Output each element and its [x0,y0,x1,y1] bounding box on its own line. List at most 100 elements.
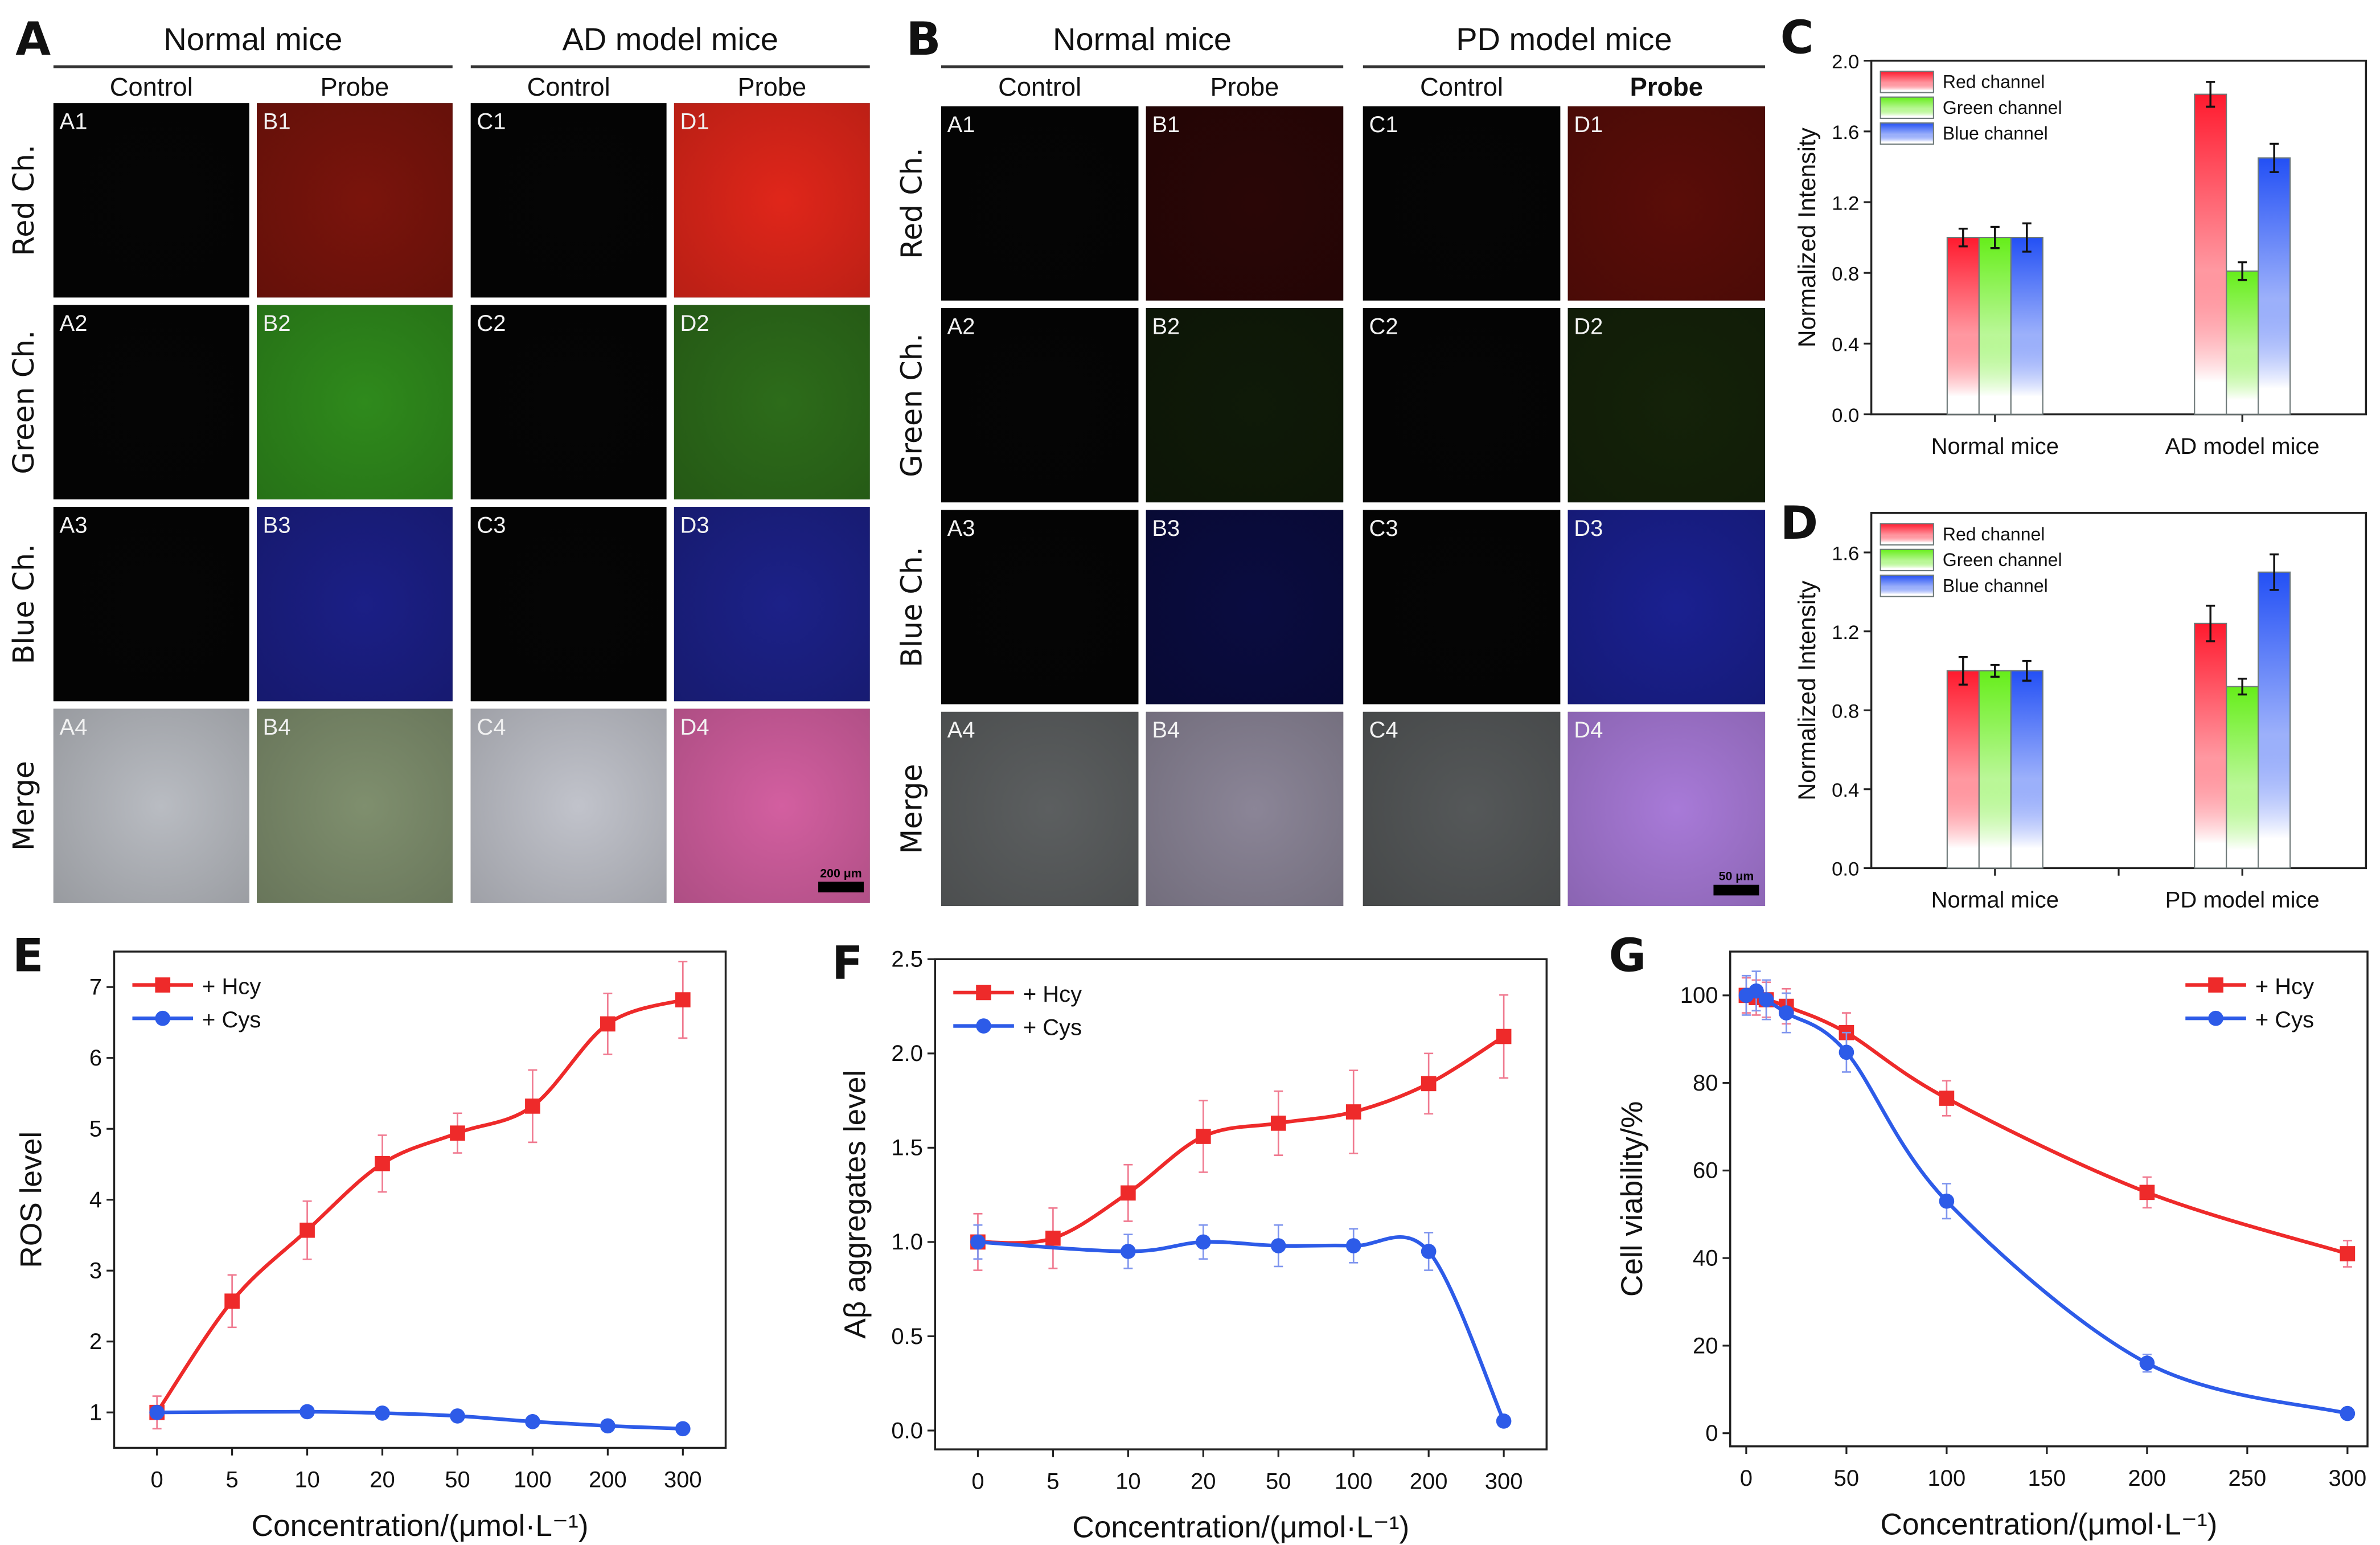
series-line-hcy [1746,993,2348,1256]
microscopy-image-d4 [674,708,870,903]
data-point-cys [1839,1044,1854,1060]
column-title-probe: Probe [1210,72,1279,101]
bar-blue-channel [2258,571,2291,869]
y-tick-label: 1.6 [1832,543,1859,564]
data-point-cys [2340,1405,2356,1421]
data-point-hcy [1195,1129,1211,1144]
x-category-label: Normal mice [1931,434,2059,459]
image-label: D2 [680,311,709,336]
microscopy-image-b4 [257,708,453,903]
row-label-merge: Merge [894,764,928,854]
y-axis-title: Aβ aggregates level [839,1070,872,1339]
legend-swatch-blue-channel [1880,122,1934,145]
image-label: A4 [60,715,88,740]
scale-bar [1713,884,1759,896]
microscopy-image-b4 [1146,711,1344,907]
image-label: C4 [1369,718,1398,743]
panel-letter-c: C [1780,11,1814,64]
y-tick-label: 1.5 [891,1136,923,1161]
bar-green-channel [2226,686,2259,869]
y-tick-label: 40 [1693,1245,1718,1271]
legend-swatch-green-channel [1880,548,1934,572]
legend-label: + Hcy [1023,982,1082,1007]
data-point-hcy [2139,1185,2155,1200]
data-point-hcy [1045,1230,1061,1246]
data-point-hcy [1270,1116,1286,1131]
group-title-ad-model-mice: AD model mice [563,21,778,57]
bar-blue-channel [2258,157,2291,415]
y-tick-label: 7 [89,975,102,1000]
x-tick-label: 5 [226,1468,239,1493]
image-label: A2 [60,311,88,336]
legend-swatch-blue-channel [1880,574,1934,597]
y-axis-title: Normalized Intensity [1794,580,1821,801]
image-label: A1 [947,112,975,137]
y-tick-label: 0.0 [1832,405,1859,427]
row-label-blue-ch: Blue Ch. [7,544,40,665]
data-point-cys [1496,1413,1512,1429]
y-tick-label: 3 [89,1259,102,1284]
y-tick-label: 1.2 [1832,622,1859,644]
x-tick-label: 0 [151,1468,163,1493]
chart-f: F 0.0 0.5 1.0 1.5 2.0 2.5 Aβ aggregates level 0 5… [832,937,1548,1544]
x-tick-label: 0 [971,1469,984,1494]
chart-g: G 0 20 40 60 80 100 Cell viability/% 0 50 100 150 20… [1609,929,2369,1541]
legend-marker-circle-icon [976,1018,991,1034]
legend-label: + Hcy [2255,974,2314,999]
data-point-cys [1758,992,1774,1007]
x-axis-title: Concentration/(μmol·L⁻¹) [251,1509,588,1543]
y-tick-label: 2.5 [891,947,923,972]
series-line-hcy [155,998,684,1413]
image-label: C3 [1369,516,1398,541]
series-line-cys [1745,989,2348,1416]
legend-label: Red channel [1943,524,2045,544]
image-label: B4 [1152,718,1180,743]
y-tick-label: 4 [89,1187,102,1212]
microscopy-image-a3 [941,510,1139,704]
column-title-control: Control [110,72,193,101]
chart-d: D 0.0 0.4 0.8 1.2 1.6 Normalized Intensity Norm… [1780,497,2367,913]
data-point-hcy [1939,1091,1955,1106]
y-tick-label: 0.8 [1832,263,1859,285]
microscopy-image-a1 [53,103,249,298]
data-point-cys [375,1405,390,1421]
image-label: B3 [263,513,291,538]
image-label: A4 [947,718,975,743]
y-tick-label: 60 [1693,1158,1718,1183]
y-tick-label: 0 [1705,1421,1718,1446]
y-tick-label: 0.4 [1832,780,1859,801]
data-point-cys [600,1418,615,1434]
y-tick-label: 1.0 [891,1230,923,1255]
image-label: A3 [947,516,975,541]
data-point-cys [675,1421,691,1437]
y-tick-label: 0.0 [1832,859,1859,880]
data-point-hcy [600,1016,615,1032]
row-label-blue-ch: Blue Ch. [894,547,928,667]
x-category-label: AD model mice [2165,434,2320,459]
image-label: A3 [60,513,88,538]
microscopy-image-c1 [470,103,667,298]
legend-label: Blue channel [1943,123,2048,144]
data-point-hcy [1421,1076,1437,1092]
microscopy-image-b2 [1146,308,1344,503]
data-point-cys [525,1414,540,1429]
series-line-hcy [978,1035,1505,1245]
x-tick-label: 200 [1410,1469,1448,1494]
plot-frame [1729,950,2369,1448]
y-tick-label: 1 [89,1400,102,1425]
x-tick-label: 5 [1047,1469,1059,1494]
x-tick-label: 100 [1335,1469,1373,1494]
microscopy-image-d3 [1567,510,1766,704]
data-point-hcy [375,1155,390,1171]
y-tick-label: 0.5 [891,1324,923,1349]
image-label: C2 [1369,314,1398,339]
row-label-red-ch: Red Ch. [894,147,928,259]
data-point-cys [1345,1238,1361,1253]
x-tick-label: 100 [514,1468,552,1493]
microscopy-image-a4 [941,711,1139,907]
data-point-hcy [2340,1246,2356,1261]
data-point-cys [1195,1234,1211,1250]
image-label: B1 [263,109,291,134]
bar-blue-channel [2010,237,2043,415]
data-point-hcy [450,1125,465,1141]
